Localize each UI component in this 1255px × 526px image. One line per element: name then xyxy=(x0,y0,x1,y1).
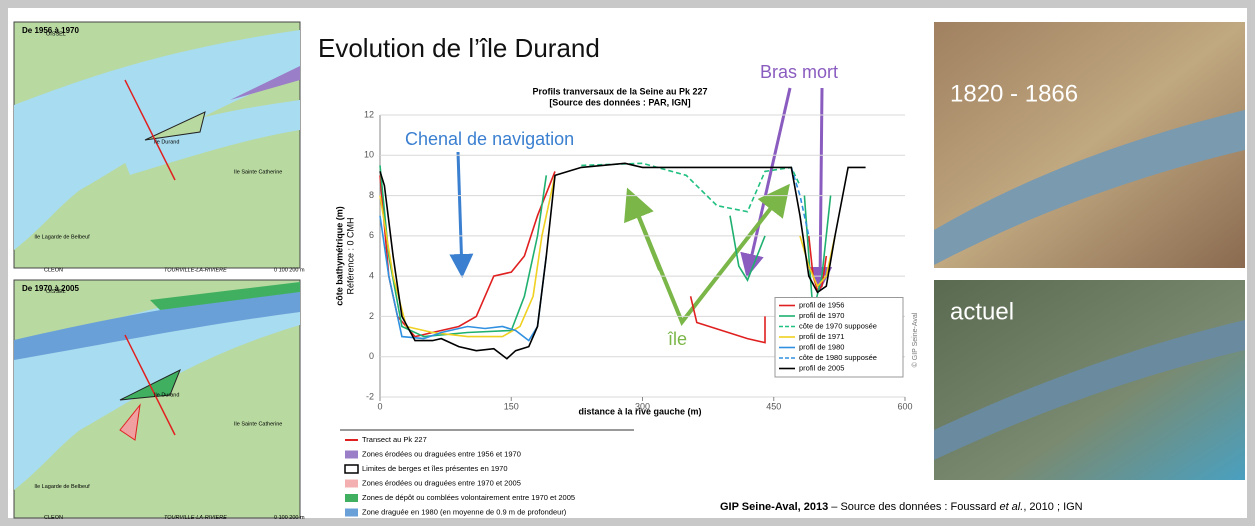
series-line xyxy=(379,215,548,342)
arrow xyxy=(740,87,792,278)
y-label-2: Référence : 0 CMH xyxy=(345,217,355,294)
x-tick-label: 150 xyxy=(504,401,519,411)
legend-box-text: Zones érodées ou draguées entre 1956 et … xyxy=(362,449,521,458)
legend-box-text: Zones érodées ou draguées entre 1970 et … xyxy=(362,478,521,487)
y-tick-label: -2 xyxy=(366,391,374,401)
legend-box-text: Transect au Pk 227 xyxy=(362,435,427,444)
map-title: De 1956 à 1970 xyxy=(22,26,79,35)
annotation: Bras mort xyxy=(760,62,838,82)
legend-label: profil de 1980 xyxy=(799,342,844,351)
legend-box-text: Zone draguée en 1980 (en moyenne de 0.9 … xyxy=(362,507,567,516)
legend-label: profil de 2005 xyxy=(799,363,844,372)
x-tick-label: 0 xyxy=(377,401,382,411)
legend-box-text: Limites de berges et îles présentes en 1… xyxy=(362,464,508,473)
legend-swatch xyxy=(345,450,358,459)
credit: © GIP Seine-Aval xyxy=(911,312,919,367)
chart-title: Profils tranversaux de la Seine au Pk 22… xyxy=(532,86,707,96)
legend-label: profil de 1970 xyxy=(799,311,844,320)
x-tick-label: 450 xyxy=(766,401,781,411)
legend-swatch xyxy=(345,479,358,488)
series-line xyxy=(379,162,866,360)
y-tick-label: 6 xyxy=(369,230,374,240)
legend-label: profil de 1956 xyxy=(799,300,844,309)
map-label: OISSEL xyxy=(46,31,66,37)
map-label: CLEON xyxy=(44,267,63,273)
river-new xyxy=(934,320,1245,460)
chart-subtitle: [Source des données : PAR, IGN] xyxy=(549,97,690,107)
map-label: Ile Lagarde de Belbeuf xyxy=(34,484,90,490)
series-line xyxy=(790,167,810,237)
map-label: Ile Sainte Catherine xyxy=(234,169,282,175)
x-tick-label: 600 xyxy=(897,401,912,411)
footer-part: et al. xyxy=(999,501,1023,513)
legend-bg xyxy=(774,297,904,378)
slide-title: Evolution de l’île Durand xyxy=(318,33,600,63)
map-label: 0 100 200 m xyxy=(274,515,305,521)
y-label: côte bathymétrique (m) xyxy=(334,206,344,306)
map-label: OISSEL xyxy=(46,289,66,295)
footer-part: , 2010 ; IGN xyxy=(1023,501,1082,513)
map-label: CLEON xyxy=(44,515,63,521)
river-old xyxy=(934,110,1245,265)
arrow xyxy=(624,187,662,271)
y-tick-label: 4 xyxy=(369,271,374,281)
legend-box-text: Zones de dépôt ou comblées volontairemen… xyxy=(362,493,575,502)
map-label: TOURVILLE-LA-RIVIERE xyxy=(164,267,227,273)
annotation: Chenal de navigation xyxy=(405,129,574,149)
y-tick-label: 2 xyxy=(369,311,374,321)
photo-label: actuel xyxy=(950,298,1014,325)
map-top xyxy=(13,21,301,269)
arrow xyxy=(808,87,833,291)
map-label: Ile Lagarde de Belbeuf xyxy=(34,234,90,240)
y-tick-label: 8 xyxy=(369,190,374,200)
x-tick-label: 300 xyxy=(635,401,650,411)
legend-label: côte de 1980 supposée xyxy=(799,353,877,362)
map-label: Ile Sainte Catherine xyxy=(234,421,282,427)
legend-label: côte de 1970 supposée xyxy=(799,321,877,330)
y-tick-label: 12 xyxy=(364,109,374,119)
legend-swatch xyxy=(344,464,359,474)
map-label: Ile Durand xyxy=(154,139,179,145)
footer-part: – Source des données : Foussard xyxy=(828,501,999,513)
legend-swatch xyxy=(345,508,358,517)
y-tick-label: 0 xyxy=(369,351,374,361)
x-label: distance à la rive gauche (m) xyxy=(578,406,701,416)
y-tick-label: 10 xyxy=(364,150,374,160)
legend-swatch xyxy=(345,494,358,502)
legend-label: profil de 1971 xyxy=(799,332,844,341)
map-label: 0 100 200 m xyxy=(274,267,305,273)
photo-label: 1820 - 1866 xyxy=(950,80,1078,107)
map-bottom xyxy=(13,279,301,519)
annotation: île xyxy=(667,329,687,349)
map-title: De 1970 à 2005 xyxy=(22,284,79,293)
map-label: TOURVILLE-LA-RIVIERE xyxy=(164,515,227,521)
series-line xyxy=(581,162,801,213)
arrow xyxy=(449,151,474,278)
map-label: Ile Durand xyxy=(154,393,179,399)
footer: GIP Seine-Aval, 2013 – Source des donnée… xyxy=(720,501,1083,513)
footer-part: GIP Seine-Aval, 2013 xyxy=(720,501,828,513)
